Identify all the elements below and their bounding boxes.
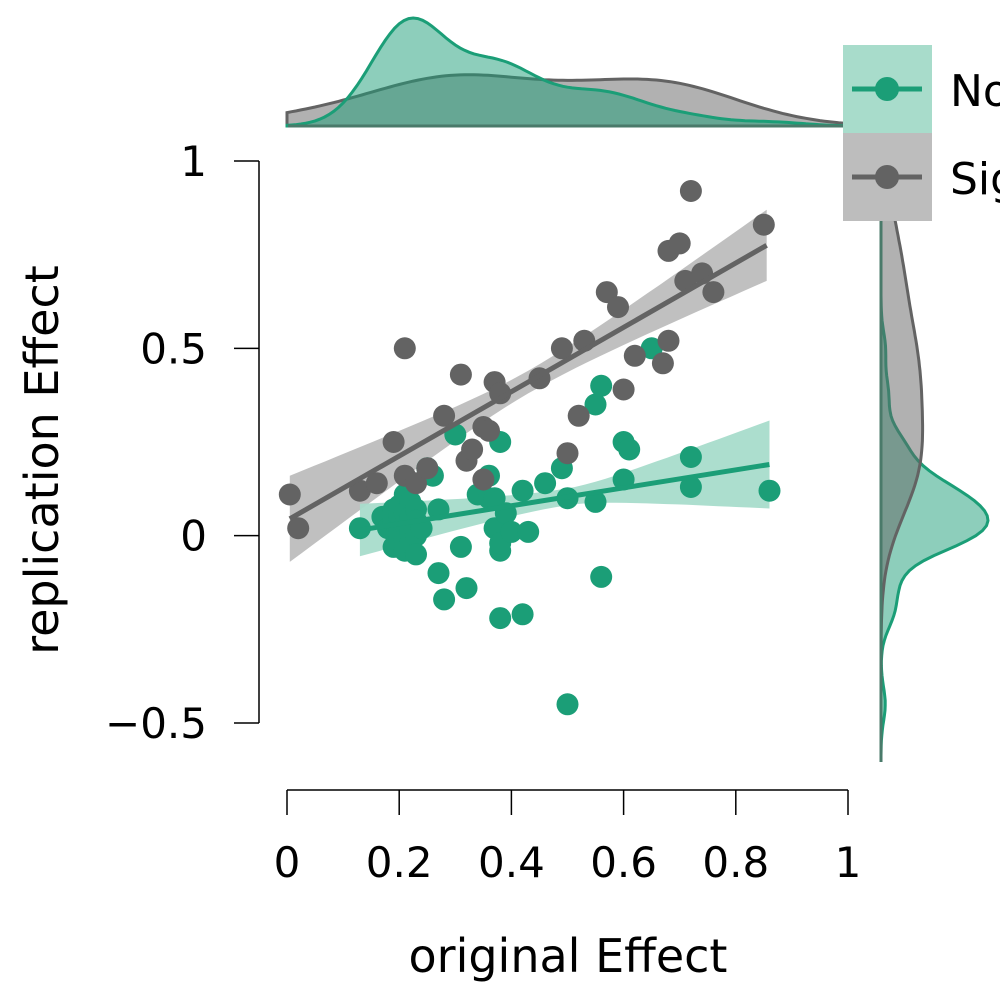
y-tick-label: 1 [180,137,207,186]
point-nonsignificant [590,565,613,588]
x-axis-title: original Effect [409,929,728,983]
point-nonsignificant [455,577,478,600]
point-significant [287,517,310,540]
regression-lines [288,243,770,533]
point-significant [657,329,680,352]
axes: −0.5 0 0.5 1 0 0.2 0.4 0.6 0.8 1 [105,137,861,887]
point-nonsignificant [640,337,663,360]
regression-line-significant [288,243,768,521]
point-nonsignificant [556,693,579,716]
point-nonsignificant [405,543,427,566]
point-significant [472,468,495,491]
point-significant [607,296,629,319]
point-significant [348,479,371,502]
point-significant [393,337,416,360]
y-tick-label: 0 [180,512,207,561]
point-nonsignificant [511,479,534,502]
x-tick-label: 0.4 [478,838,545,887]
point-nonsignificant [483,487,506,510]
point-significant [623,344,646,367]
regression-line-nonsignificant [359,462,770,533]
right-density-plot [879,159,990,762]
legend-entry-significant: Sig [843,133,1000,221]
density-significant-y [879,159,925,761]
point-significant [433,404,456,427]
legend-key-marker [875,165,899,189]
legend-label: Sig [950,154,1000,205]
point-significant [478,419,500,442]
x-tick-label: 0.6 [590,838,657,887]
point-nonsignificant [584,490,607,513]
point-significant [702,281,725,304]
point-nonsignificant [500,520,523,543]
point-significant [550,337,573,360]
confidence-band-nonsignificant [359,420,770,557]
point-significant [278,483,301,506]
point-significant [556,442,579,465]
point-nonsignificant [427,562,450,585]
point-significant [405,472,427,495]
legend: No Sig [843,45,1000,221]
point-significant [461,438,484,461]
confidence-bands [289,209,770,562]
point-significant [382,431,405,453]
y-axis-title: replication Effect [15,265,69,655]
point-significant [668,232,691,255]
legend-entry-nonsignificant: No [843,45,1000,133]
point-significant [365,472,388,495]
point-significant [612,378,635,401]
legend-label: No [950,66,1000,117]
point-nonsignificant [449,535,472,558]
y-tick-label: −0.5 [105,699,207,748]
point-significant [567,404,590,427]
x-tick-label: 0.2 [366,838,433,887]
point-nonsignificant [534,472,557,495]
point-nonsignificant [511,603,534,626]
y-tick-label: 0.5 [140,324,207,373]
point-significant [449,363,472,386]
point-significant [651,352,674,375]
x-tick-label: 0.8 [702,838,769,887]
point-significant [595,281,618,304]
density-nonsignificant-x [285,16,850,128]
point-nonsignificant [517,520,540,543]
point-nonsignificant [758,479,781,502]
top-density-plot [285,16,850,128]
point-nonsignificant [679,446,702,468]
legend-key-marker [875,77,899,101]
point-nonsignificant [590,374,613,397]
point-nonsignificant [618,438,641,461]
point-significant [416,457,439,480]
point-nonsignificant [433,588,456,611]
point-nonsignificant [489,607,512,630]
point-nonsignificant [584,393,607,416]
x-tick-label: 0 [274,838,301,887]
point-nonsignificant [679,476,702,498]
point-significant [752,213,775,236]
x-tick-label: 1 [835,838,862,887]
point-significant [679,180,702,202]
